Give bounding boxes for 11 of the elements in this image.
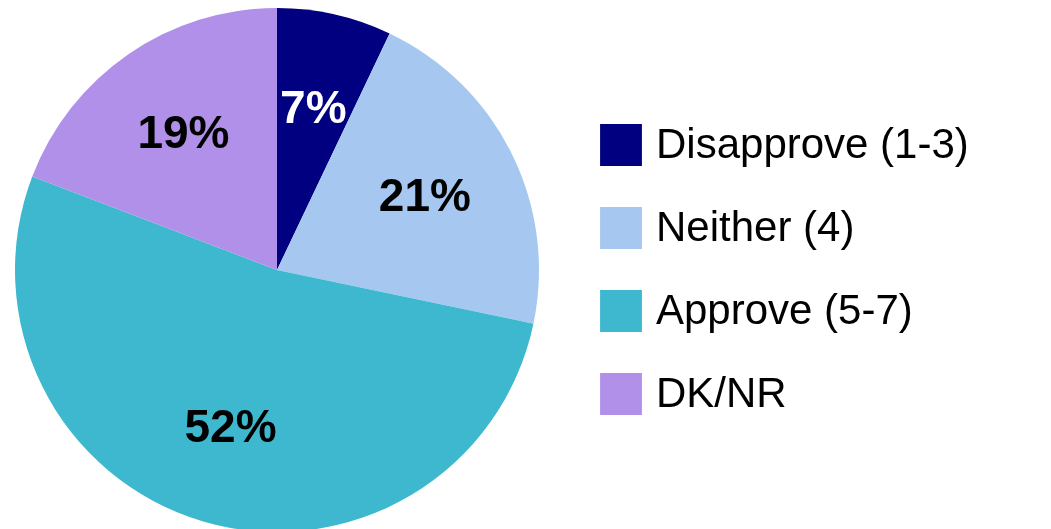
data-label: 52%: [184, 400, 277, 453]
data-label: 7%: [280, 81, 347, 134]
pie-slice: [277, 33, 539, 324]
data-label: 19%: [137, 106, 230, 159]
legend-label: Approve (5-7): [656, 286, 913, 333]
pie-slice: [15, 176, 534, 529]
legend-label: DK/NR: [656, 369, 787, 416]
pie-slice: [32, 8, 277, 270]
legend-label: Disapprove (1-3): [656, 120, 969, 167]
data-label: 21%: [378, 168, 471, 221]
legend-label: Neither (4): [656, 203, 855, 250]
